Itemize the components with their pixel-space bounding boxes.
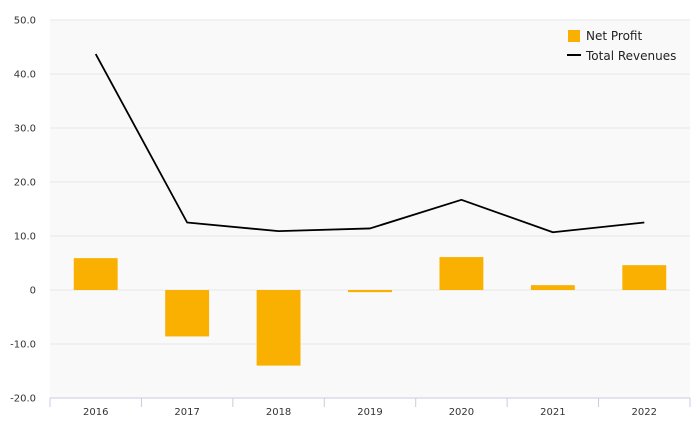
bar-net-profit-2020 xyxy=(439,257,484,290)
bar-net-profit-2019 xyxy=(348,290,392,293)
legend-label-total-revenues: Total Revenues xyxy=(585,49,676,63)
total-revenues-line xyxy=(94,53,645,234)
x-tick-label: 2019 xyxy=(357,407,382,418)
net-profit-bars xyxy=(73,257,667,366)
x-tick-label: 2016 xyxy=(83,407,108,418)
x-axis-tick-labels: 2016 2017 2018 2019 2020 2021 2022 xyxy=(49,398,691,418)
bar-net-profit-2018 xyxy=(256,290,301,366)
bar-net-profit-2017 xyxy=(165,290,210,337)
y-tick-label: 0 xyxy=(30,286,36,297)
y-tick-label: 50.0 xyxy=(14,16,36,27)
bar-net-profit-2022 xyxy=(622,265,667,290)
x-tick-label: 2022 xyxy=(632,407,657,418)
x-tick-label: 2020 xyxy=(449,407,474,418)
y-tick-label: 10.0 xyxy=(14,232,36,243)
legend-label-net-profit: Net Profit xyxy=(586,29,642,43)
y-tick-label: 40.0 xyxy=(14,70,36,81)
bar-net-profit-2016 xyxy=(73,258,118,290)
y-tick-label: -20.0 xyxy=(10,394,36,405)
total-revenues-line-group xyxy=(94,53,645,234)
y-tick-label: 30.0 xyxy=(14,124,36,135)
y-tick-label: 20.0 xyxy=(14,178,36,189)
legend: Net Profit Total Revenues xyxy=(567,29,676,63)
legend-swatch-net-profit xyxy=(568,30,580,42)
bar-net-profit-2021 xyxy=(530,285,575,290)
x-tick-label: 2021 xyxy=(540,407,565,418)
y-tick-label: -10.0 xyxy=(10,340,36,351)
x-tick-label: 2018 xyxy=(266,407,291,418)
y-axis-tick-labels: 50.0 40.0 30.0 20.0 10.0 0 -10.0 -20.0 xyxy=(10,16,36,405)
x-tick-label: 2017 xyxy=(174,407,199,418)
plot-background xyxy=(50,20,690,398)
